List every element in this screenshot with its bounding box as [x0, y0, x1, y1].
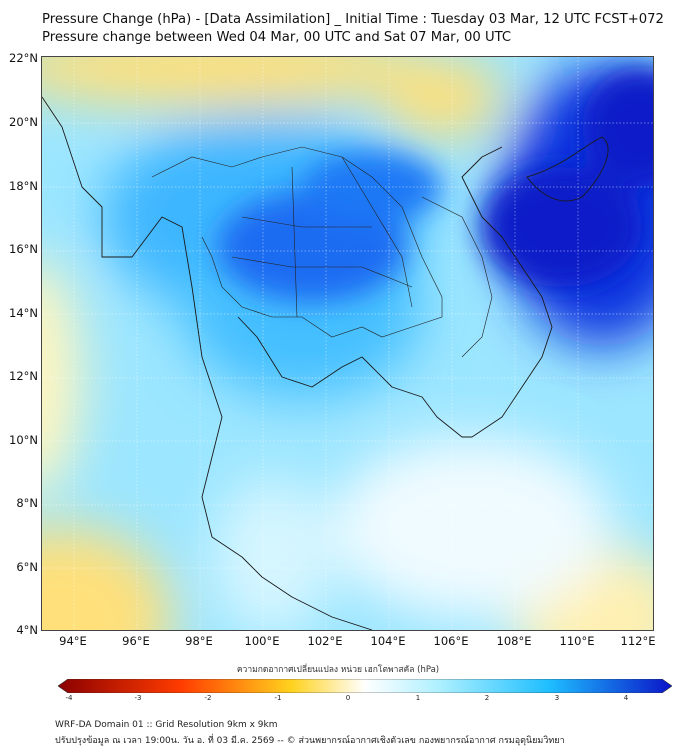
lon-label-108e: 108°E: [496, 634, 532, 648]
lat-label-14n: 14°N: [9, 306, 38, 320]
lon-label-112e: 112°E: [620, 634, 656, 648]
lon-label-102e: 102°E: [307, 634, 343, 648]
lon-label-100e: 100°E: [244, 634, 280, 648]
colorbar: [57, 678, 673, 700]
lat-label-22n: 22°N: [9, 51, 38, 65]
colorbar-tick: 1: [415, 694, 421, 702]
lat-label-10n: 10°N: [9, 433, 38, 447]
colorbar-tick: -4: [65, 694, 73, 702]
lon-label-106e: 106°E: [433, 634, 469, 648]
colorbar-tick: -1: [274, 694, 282, 702]
lon-label-96e: 96°E: [122, 634, 150, 648]
lat-label-4n: 4°N: [16, 623, 38, 637]
colorbar-tick: 2: [484, 694, 490, 702]
lon-label-104e: 104°E: [370, 634, 406, 648]
lon-label-110e: 110°E: [559, 634, 595, 648]
colorbar-gradient: [57, 678, 673, 694]
map-subtitle: Pressure change between Wed 04 Mar, 00 U…: [42, 30, 512, 45]
colorbar-tick: 4: [623, 694, 629, 702]
map-title: Pressure Change (hPa) - [Data Assimilati…: [42, 12, 664, 27]
colorbar-tick: -3: [134, 694, 142, 702]
lat-label-18n: 18°N: [9, 179, 38, 193]
lon-label-94e: 94°E: [59, 634, 87, 648]
borders: [151, 146, 493, 358]
colorbar-tick: 3: [554, 694, 560, 702]
lat-label-6n: 6°N: [16, 560, 38, 574]
lat-label-8n: 8°N: [16, 496, 38, 510]
lat-label-16n: 16°N: [9, 242, 38, 256]
colorbar-label: ความกดอากาศเปลี่ยนแปลง หน่วย เฮกโตพาสคัล…: [236, 665, 440, 675]
colorbar-tick: 0: [345, 694, 351, 702]
copyright-notice: ปรับปรุงข้อมูล ณ เวลา 19:00น. วัน อ. ที่…: [55, 736, 565, 746]
colorbar-tick: -2: [204, 694, 212, 702]
pressure-change-map: [41, 56, 654, 631]
lat-label-12n: 12°N: [9, 369, 38, 383]
model-info: WRF-DA Domain 01 :: Grid Resolution 9km …: [55, 720, 278, 730]
graticule: [42, 57, 653, 630]
lat-label-20n: 20°N: [9, 115, 38, 129]
coastlines: [42, 96, 609, 630]
lon-label-98e: 98°E: [185, 634, 213, 648]
